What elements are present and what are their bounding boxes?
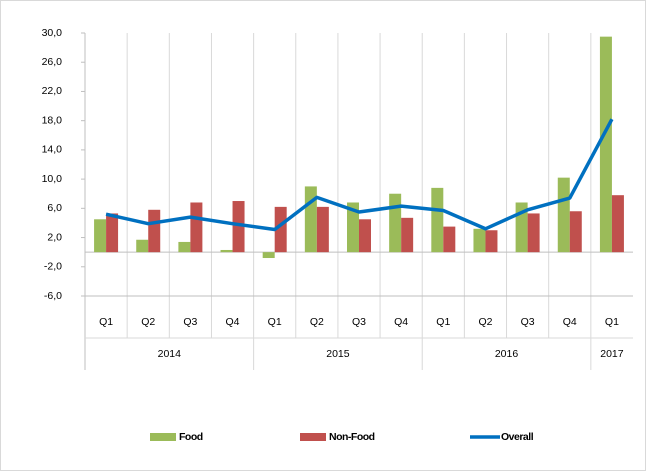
y-tick-label: -2,0 xyxy=(44,261,62,273)
bar xyxy=(190,202,203,253)
bar xyxy=(106,213,119,253)
x-tick-label: Q3 xyxy=(183,316,197,328)
group-label: 2016 xyxy=(495,348,519,360)
y-tick-label: -6,0 xyxy=(44,290,62,302)
y-tick-label: 6,0 xyxy=(47,202,62,214)
bar xyxy=(136,239,149,253)
y-tick-label: 18,0 xyxy=(42,114,63,126)
group-label: 2015 xyxy=(326,348,350,360)
y-tick-label: 2,0 xyxy=(47,231,62,243)
bar xyxy=(274,206,287,253)
bar xyxy=(304,186,317,253)
x-tick-label: Q2 xyxy=(141,316,155,328)
x-tick-label: Q4 xyxy=(226,316,240,328)
legend-label: Food xyxy=(179,431,203,443)
bar xyxy=(347,202,359,253)
y-tick-label: 10,0 xyxy=(42,173,63,185)
bar xyxy=(557,177,570,253)
bar xyxy=(389,193,402,253)
bar xyxy=(94,219,107,253)
bar xyxy=(431,187,444,253)
legend-label: Overall xyxy=(501,431,534,443)
group-label: 2017 xyxy=(600,348,624,360)
y-tick-label: 22,0 xyxy=(42,85,63,97)
bar xyxy=(569,211,582,253)
bar xyxy=(148,209,161,253)
bar xyxy=(178,241,191,253)
x-tick-label: Q1 xyxy=(99,316,113,328)
line xyxy=(105,118,614,232)
x-tick-label: Q3 xyxy=(521,316,535,328)
legend-swatch xyxy=(300,433,326,441)
bar xyxy=(611,195,624,253)
legend-label: Non-Food xyxy=(329,431,375,443)
bar xyxy=(359,219,371,253)
bar xyxy=(316,206,329,253)
bar xyxy=(262,252,275,259)
x-tick-label: Q1 xyxy=(605,316,619,328)
x-tick-label: Q2 xyxy=(478,316,492,328)
bar xyxy=(232,201,245,253)
bar xyxy=(443,226,456,253)
legend-swatch xyxy=(150,433,176,441)
x-tick-label: Q4 xyxy=(394,316,408,328)
x-tick-label: Q1 xyxy=(268,316,282,328)
bar xyxy=(527,213,540,253)
bar xyxy=(401,217,414,253)
x-tick-label: Q4 xyxy=(563,316,577,328)
bar xyxy=(220,249,233,253)
x-tick-label: Q2 xyxy=(310,316,324,328)
y-tick-label: 14,0 xyxy=(42,144,63,156)
x-tick-label: Q3 xyxy=(352,316,366,328)
group-label: 2014 xyxy=(158,348,182,360)
y-tick-label: 26,0 xyxy=(42,56,63,68)
y-tick-label: 30,0 xyxy=(42,27,63,39)
x-tick-label: Q1 xyxy=(436,316,450,328)
bar xyxy=(599,36,612,253)
bar xyxy=(473,228,486,253)
bar xyxy=(485,230,498,253)
